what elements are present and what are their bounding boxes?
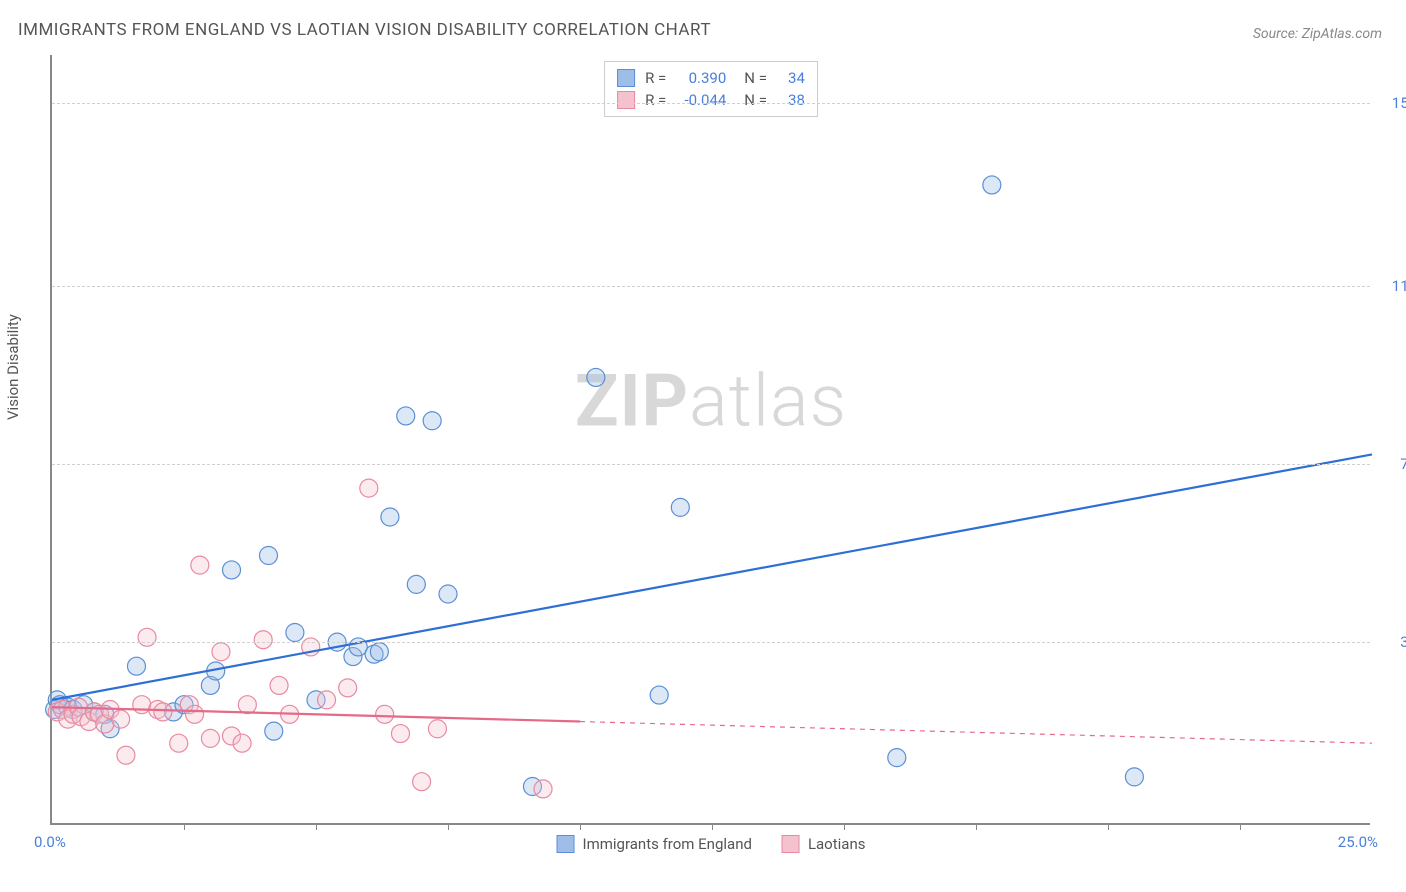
scatter-point	[381, 508, 399, 526]
y-tick-label: 3.8%	[1377, 633, 1406, 651]
scatter-point	[233, 734, 251, 752]
scatter-point	[170, 734, 188, 752]
scatter-point	[339, 679, 357, 697]
legend-series-item: Laotians	[782, 835, 866, 853]
trend-line-extrapolated	[580, 722, 1372, 744]
scatter-point	[413, 773, 431, 791]
scatter-point	[650, 686, 668, 704]
gridline-horizontal	[52, 103, 1370, 104]
x-tick	[976, 823, 977, 830]
scatter-point	[888, 749, 906, 767]
scatter-point	[112, 710, 130, 728]
x-tick	[1240, 823, 1241, 830]
scatter-point	[270, 676, 288, 694]
y-tick-label: 7.5%	[1377, 455, 1406, 473]
scatter-point	[186, 705, 204, 723]
legend-series-item: Immigrants from England	[557, 835, 752, 853]
legend-series-label: Laotians	[808, 835, 866, 853]
x-tick	[844, 823, 845, 830]
scatter-point	[117, 746, 135, 764]
scatter-point	[259, 547, 277, 565]
scatter-point	[407, 575, 425, 593]
scatter-point	[138, 628, 156, 646]
y-tick-label: 11.2%	[1377, 277, 1406, 295]
legend-series-label: Immigrants from England	[583, 835, 752, 853]
gridline-horizontal	[52, 642, 1370, 643]
x-tick	[448, 823, 449, 830]
scatter-point	[397, 407, 415, 425]
scatter-point	[534, 780, 552, 798]
scatter-point	[223, 561, 241, 579]
scatter-point	[318, 691, 336, 709]
legend-swatch	[782, 835, 800, 853]
source-name: ZipAtlas.com	[1302, 26, 1382, 42]
series-legend: Immigrants from England Laotians	[557, 835, 866, 853]
x-tick	[316, 823, 317, 830]
scatter-point	[439, 585, 457, 603]
y-axis-label: Vision Disability	[4, 314, 22, 420]
legend-swatch	[557, 835, 575, 853]
scatter-point	[376, 705, 394, 723]
scatter-point	[127, 657, 145, 675]
trend-line	[52, 454, 1372, 699]
scatter-point	[587, 368, 605, 386]
scatter-svg	[52, 55, 1370, 823]
scatter-point	[191, 556, 209, 574]
x-tick	[712, 823, 713, 830]
scatter-point	[423, 412, 441, 430]
chart-title: IMMIGRANTS FROM ENGLAND VS LAOTIAN VISIO…	[18, 20, 711, 40]
scatter-point	[154, 703, 172, 721]
source-prefix: Source:	[1253, 26, 1298, 42]
scatter-point	[254, 631, 272, 649]
scatter-point	[370, 643, 388, 661]
x-tick	[184, 823, 185, 830]
y-tick-label: 15.0%	[1377, 94, 1406, 112]
x-tick	[1108, 823, 1109, 830]
scatter-point	[428, 720, 446, 738]
scatter-point	[265, 722, 283, 740]
scatter-point	[983, 176, 1001, 194]
chart-plot-area: ZIPatlas R =0.390N =34R =-0.044N =38 0.0…	[50, 55, 1370, 825]
x-axis-origin-label: 0.0%	[34, 833, 66, 851]
scatter-point	[286, 624, 304, 642]
source-attribution: Source: ZipAtlas.com	[1253, 26, 1382, 42]
gridline-horizontal	[52, 464, 1370, 465]
scatter-point	[201, 729, 219, 747]
scatter-point	[391, 725, 409, 743]
scatter-point	[238, 696, 256, 714]
scatter-point	[133, 696, 151, 714]
scatter-point	[212, 643, 230, 661]
scatter-point	[360, 479, 378, 497]
scatter-point	[1125, 768, 1143, 786]
scatter-point	[671, 498, 689, 516]
x-tick	[580, 823, 581, 830]
gridline-horizontal	[52, 286, 1370, 287]
x-axis-max-label: 25.0%	[1338, 833, 1378, 851]
